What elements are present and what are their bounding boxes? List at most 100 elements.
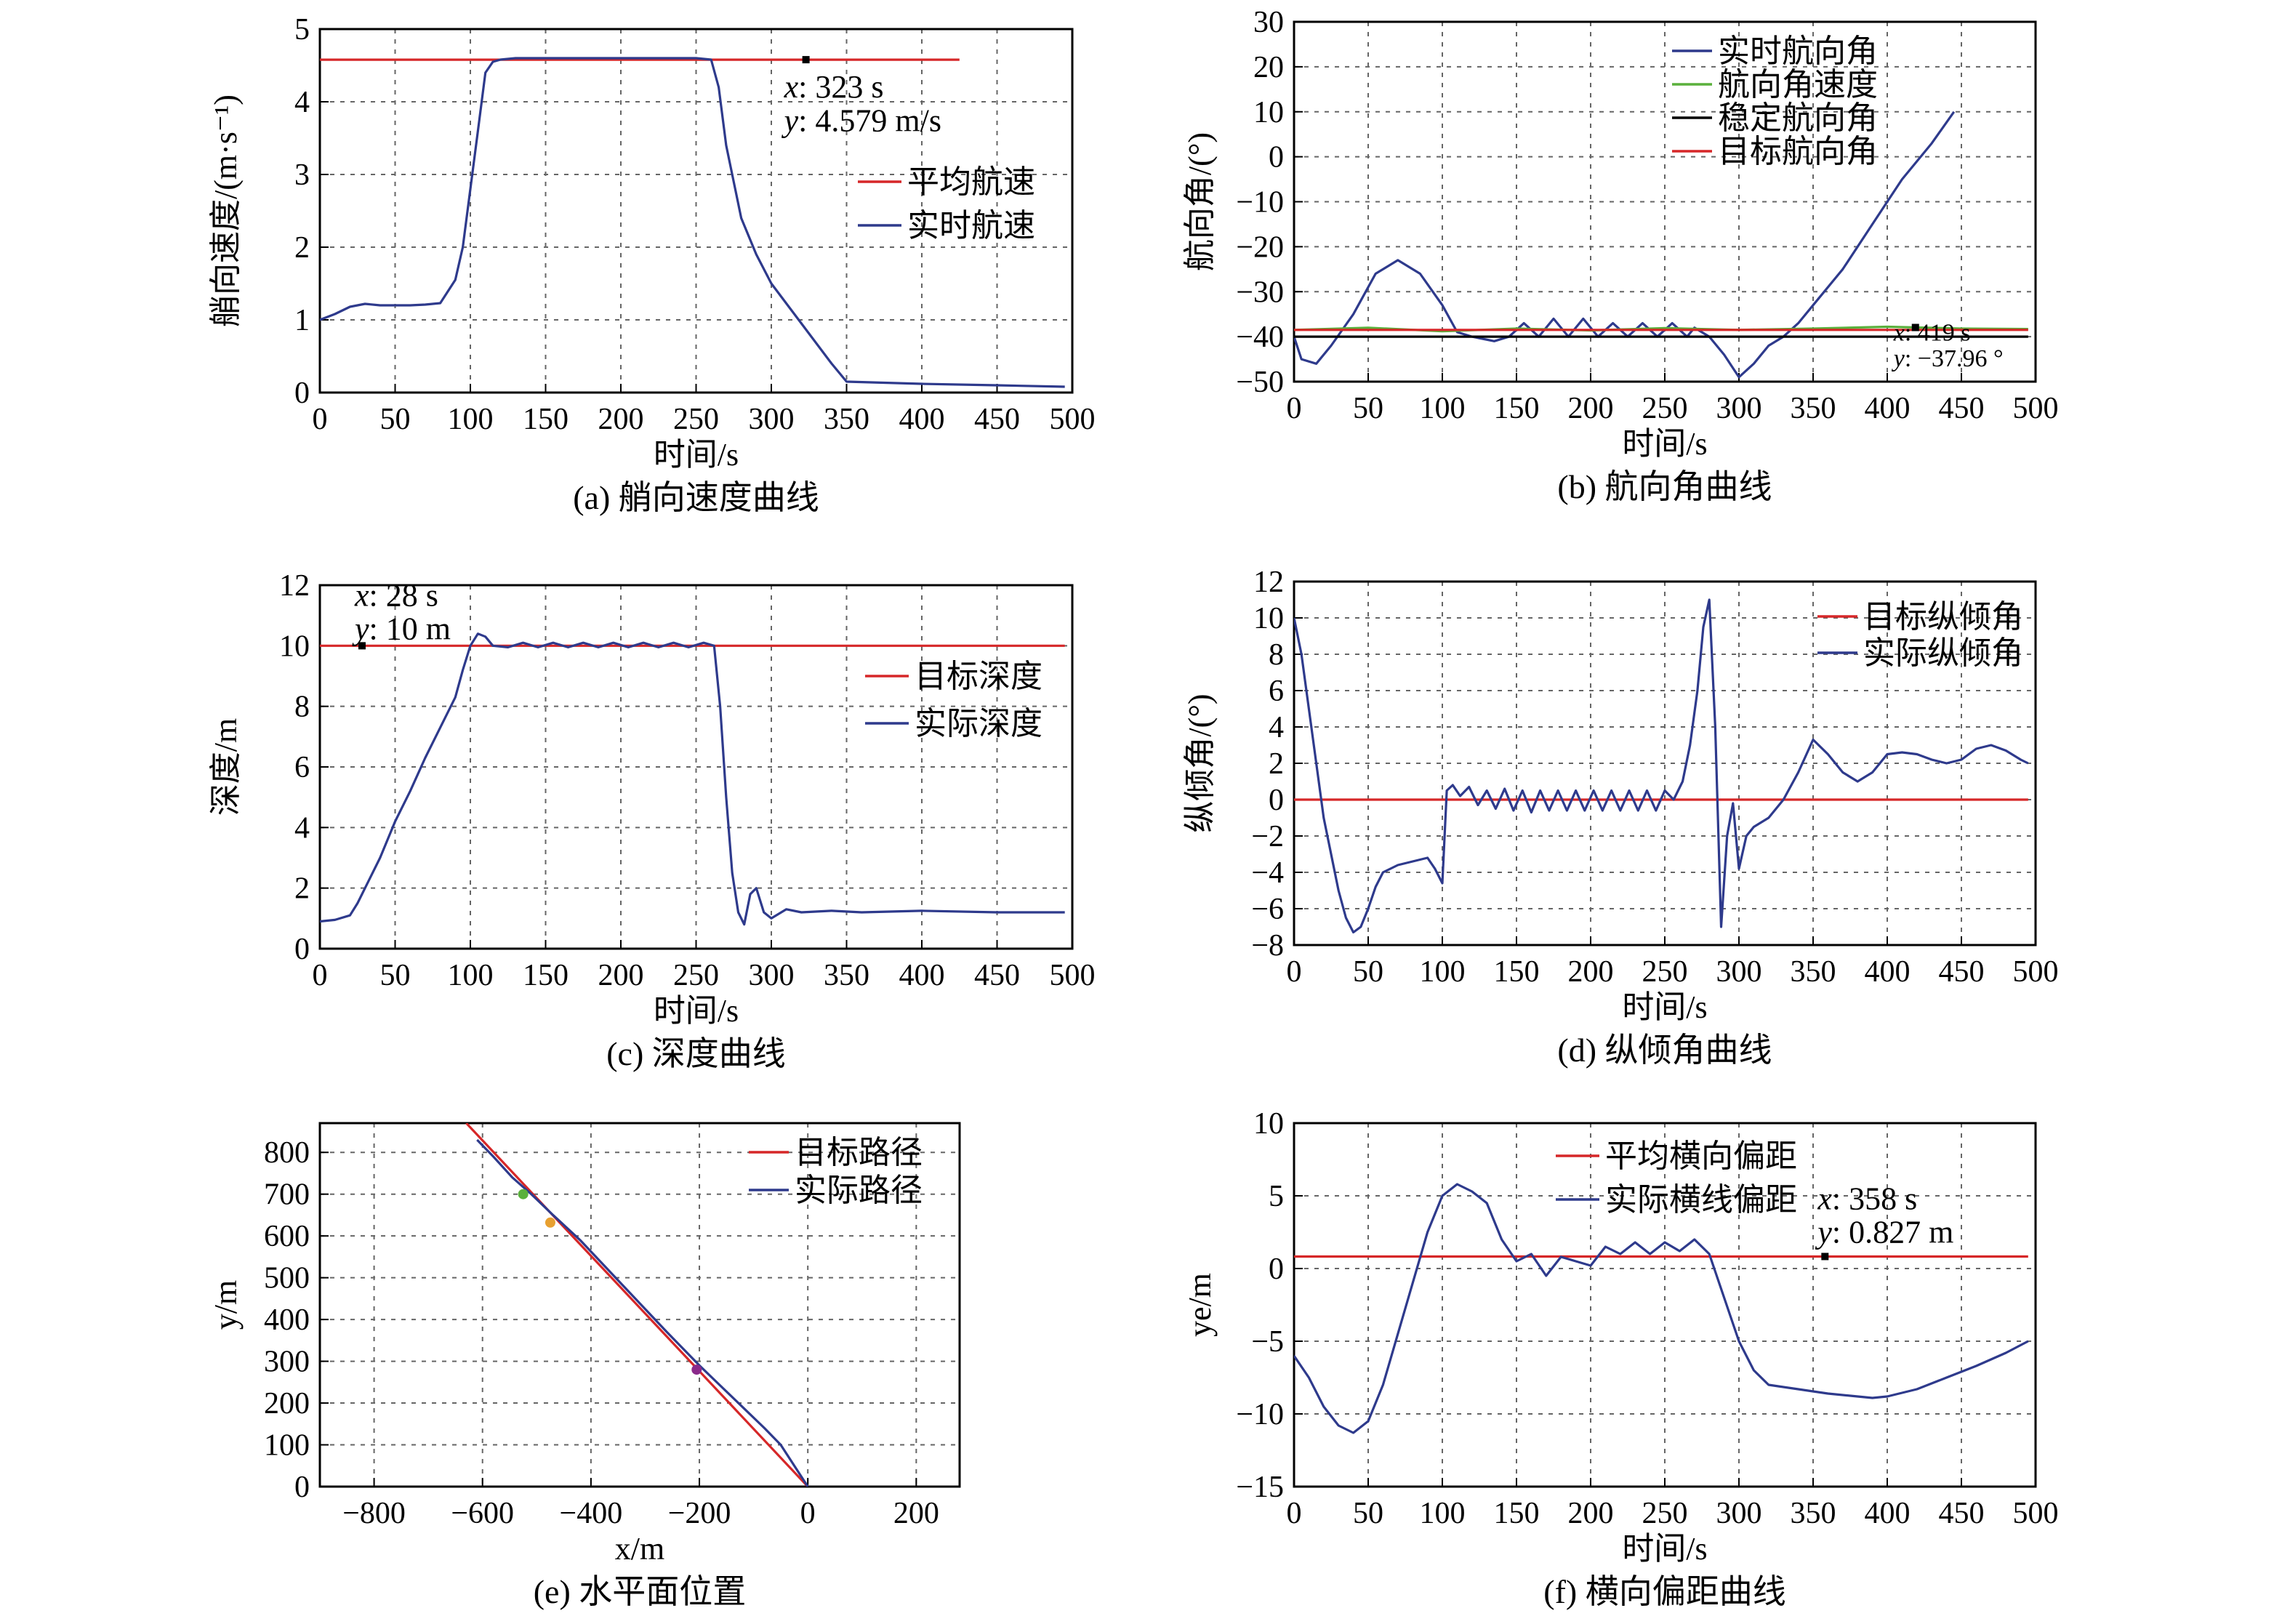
y-tick-label: −50 [1236, 366, 1284, 399]
y-tick-label: 8 [1269, 638, 1284, 672]
datatip-marker [1821, 1253, 1829, 1261]
datatip-x: x: 323 s [784, 69, 884, 105]
series-line-1 [320, 57, 1065, 388]
x-tick-label: 500 [1050, 959, 1096, 992]
x-tick-label: 200 [598, 959, 644, 992]
path-marker [518, 1189, 529, 1199]
x-tick-label: 250 [1642, 1497, 1688, 1530]
y-tick-label: 4 [294, 86, 310, 119]
y-tick-label: 800 [264, 1136, 310, 1170]
y-tick-label: 30 [1253, 6, 1284, 39]
legend-label: 航向角速度 [1718, 67, 1878, 102]
legend-label: 目标航向角 [1718, 134, 1878, 169]
x-tick-label: 0 [800, 1497, 816, 1530]
x-axis-label: 时间/s [1622, 426, 1707, 462]
y-tick-label: 4 [294, 811, 310, 845]
panel-f-cross-track: 0 50 100 150 200 250 300 350 400 450 500 −15 −10 −5 0 5… [1182, 1107, 2059, 1610]
x-tick-label: 450 [1939, 392, 1985, 425]
datatip-y: y: −37.96 ° [1892, 345, 2004, 372]
y-tick-label: 10 [1253, 602, 1284, 635]
y-tick-label: −5 [1251, 1325, 1284, 1359]
y-tick-label: 10 [279, 630, 310, 663]
panel-a-speed: 0 50 100 150 200 250 300 350 400 450 500 0 1 2 3 4 5 时间/s… [208, 13, 1096, 516]
x-tick-label: 0 [313, 959, 328, 992]
legend-label: 稳定航向角 [1718, 100, 1878, 136]
x-tick-label: 450 [974, 959, 1020, 992]
x-tick-label: 200 [1568, 1497, 1614, 1530]
x-tick-label: 200 [1568, 955, 1614, 989]
datatip-marker [1911, 323, 1919, 331]
x-tick-label: 50 [1353, 1497, 1383, 1530]
x-tick-label: 50 [380, 959, 411, 992]
x-tick-label: 300 [1716, 1497, 1762, 1530]
x-tick-label: 50 [1353, 955, 1383, 989]
panel-caption: (c) 深度曲线 [606, 1035, 786, 1072]
x-tick-label: 350 [824, 403, 869, 436]
x-tick-label: 350 [1791, 1497, 1836, 1530]
y-tick-label: −6 [1251, 893, 1284, 926]
series-line-1 [476, 1138, 809, 1487]
legend-label: 目标路径 [795, 1135, 923, 1170]
x-tick-label: 500 [2013, 955, 2059, 989]
x-tick-label: 100 [1420, 955, 1466, 989]
datatip-y: y: 4.579 m/s [782, 102, 941, 138]
x-tick-label: 200 [1568, 392, 1614, 425]
legend-label: 实际路径 [795, 1173, 923, 1208]
y-tick-label: 2 [294, 872, 310, 906]
y-tick-label: −20 [1236, 230, 1284, 264]
y-axis-label: 艄向速度/(m·s⁻¹) [208, 95, 244, 327]
panel-caption: (e) 水平面位置 [534, 1573, 747, 1610]
x-tick-label: 400 [1865, 392, 1911, 425]
y-axis-label: 航向角/(°) [1182, 132, 1218, 271]
legend-label: 实际横线偏距 [1605, 1182, 1797, 1218]
x-tick-label: 250 [673, 403, 719, 436]
y-tick-label: 20 [1253, 51, 1284, 84]
x-axis-label: 时间/s [1622, 1531, 1707, 1567]
x-tick-label: −600 [451, 1497, 514, 1530]
y-tick-label: 6 [294, 751, 310, 784]
series-line-1 [1294, 598, 2029, 934]
datatip-x: x: 28 s [354, 577, 438, 613]
x-tick-label: 50 [380, 403, 411, 436]
x-tick-label: 300 [1716, 392, 1762, 425]
legend-label: 实时航向角 [1718, 33, 1878, 69]
x-tick-label: 150 [523, 403, 569, 436]
x-tick-label: 500 [1050, 403, 1096, 436]
x-tick-label: 400 [899, 403, 945, 436]
x-tick-label: −400 [560, 1497, 623, 1530]
x-tick-label: 200 [893, 1497, 939, 1530]
y-tick-label: 12 [1253, 566, 1284, 599]
panel-d-pitch: 0 50 100 150 200 250 300 350 400 450 500−8−6−4−202… [1182, 566, 2059, 1069]
y-tick-label: −4 [1251, 856, 1284, 890]
x-tick-label: 100 [448, 403, 494, 436]
x-tick-label: 150 [1494, 392, 1540, 425]
series-line-0 [465, 1123, 809, 1487]
y-tick-label: 0 [294, 933, 310, 966]
path-marker [691, 1364, 702, 1375]
y-tick-label: 2 [294, 231, 310, 265]
datatip-y: y: 0.827 m [1815, 1215, 1953, 1250]
datatip-x: x: 419 s [1893, 320, 1971, 347]
y-tick-label: 600 [264, 1220, 310, 1253]
x-tick-label: 300 [1716, 955, 1762, 989]
x-axis-label: x/m [615, 1531, 664, 1567]
y-tick-label: 12 [279, 569, 310, 603]
y-tick-label: 300 [264, 1346, 310, 1379]
x-tick-label: 100 [1420, 1497, 1466, 1530]
datatip-y: y: 10 m [352, 611, 451, 647]
x-tick-label: 450 [1939, 955, 1985, 989]
x-axis-label: 时间/s [654, 993, 739, 1029]
legend-label: 实际纵倾角 [1863, 635, 2023, 671]
y-tick-label: −10 [1236, 1398, 1284, 1431]
panel-caption: (b) 航向角曲线 [1557, 468, 1772, 505]
x-tick-label: 250 [1642, 392, 1688, 425]
y-tick-label: −10 [1236, 186, 1284, 220]
x-tick-label: 0 [1287, 392, 1302, 425]
x-tick-label: 500 [2013, 392, 2059, 425]
y-axis-label: ye/m [1182, 1273, 1218, 1337]
series-line-1 [1294, 1183, 2029, 1434]
y-tick-label: 400 [264, 1303, 310, 1337]
x-axis-label: 时间/s [1622, 989, 1707, 1025]
x-tick-label: 200 [598, 403, 644, 436]
x-tick-label: −800 [342, 1497, 406, 1530]
